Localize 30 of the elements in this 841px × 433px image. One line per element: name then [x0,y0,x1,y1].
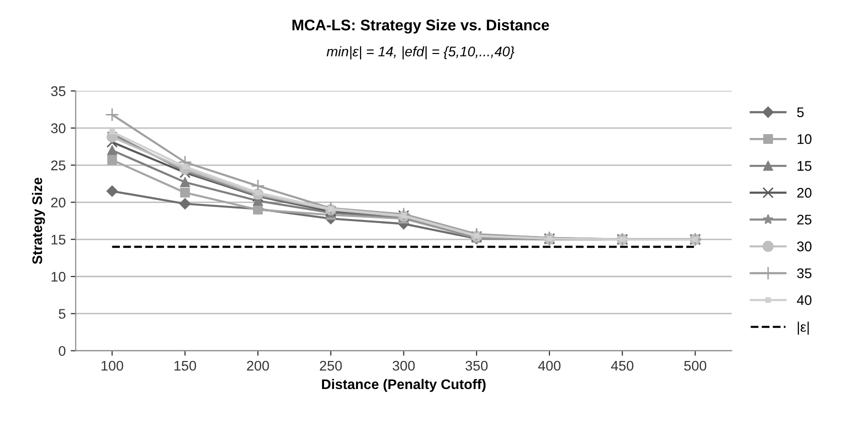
y-tick-label: 10 [52,272,66,282]
y-tick-label: 15 [52,234,66,245]
y-tick-label: 25 [51,160,66,170]
x-tick-label: 450 [611,360,634,371]
x-tick-label: 500 [684,360,706,371]
legend-label: 20 [797,188,812,198]
y-axis-title: Strategy Size [32,178,45,264]
y-tick-label: 20 [51,198,66,208]
x-tick-label: 300 [392,360,415,371]
x-tick-label: 350 [466,360,488,371]
legend-label: 5 [797,107,804,118]
legend-label: 10 [798,134,812,144]
x-tick-label: 400 [538,360,560,371]
x-tick-label: 250 [320,360,342,371]
y-tick-label: 35 [51,86,66,96]
chart-subtitle: min|ε| = 14, |efd| = {5,10,...,40} [326,46,514,60]
chart-title: MCA-LS: Strategy Size vs. Distance [292,19,550,34]
x-tick-label: 200 [247,360,269,371]
legend-label: 15 [798,161,812,171]
y-tick-label: 0 [58,346,66,356]
x-axis-title: Distance (Penalty Cutoff) [322,378,486,392]
legend-label: 35 [797,268,812,278]
legend-label: 30 [797,242,812,252]
legend-label: 25 [797,214,812,225]
y-tick-label: 5 [58,309,66,319]
x-tick-label: 100 [102,360,124,371]
x-tick-label: 150 [174,360,196,371]
legend-label: |ε| [798,322,809,335]
legend-label: 40 [796,295,812,306]
y-tick-label: 30 [51,123,66,134]
